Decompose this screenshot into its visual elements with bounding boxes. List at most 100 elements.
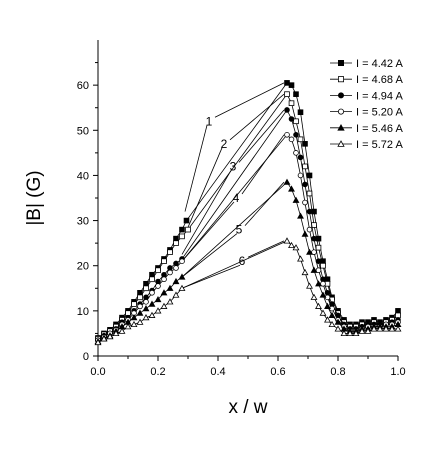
annotation-leader	[181, 264, 241, 289]
series-line	[97, 240, 398, 343]
data-point	[173, 240, 179, 246]
x-tick-label: 0.0	[90, 366, 105, 378]
data-point	[155, 283, 161, 289]
annotation-leader	[181, 170, 232, 255]
data-point	[324, 302, 331, 309]
data-point	[172, 277, 180, 285]
data-point	[292, 244, 300, 251]
data-point	[288, 82, 295, 88]
data-point	[301, 268, 309, 276]
data-point	[297, 136, 304, 143]
data-point	[288, 100, 295, 107]
data-point	[179, 258, 185, 265]
data-point	[306, 172, 313, 179]
x-tick-label: 0.6	[270, 366, 285, 378]
y-axis-label: |B| (G)	[24, 170, 45, 225]
data-point	[179, 233, 185, 240]
series-line	[97, 82, 399, 339]
annotation-leader	[229, 93, 285, 141]
x-tick-label: 1.0	[390, 366, 405, 378]
x-tick-label: 0.4	[210, 366, 225, 378]
data-point	[161, 271, 167, 278]
data-point	[395, 312, 401, 319]
data-point	[161, 276, 167, 283]
data-point	[293, 132, 299, 138]
data-point	[358, 327, 366, 334]
y-tick-label: 40	[77, 170, 89, 182]
legend-label: I = 5.20 A	[356, 107, 403, 119]
data-point	[324, 280, 331, 287]
data-point	[319, 309, 327, 316]
legend: I = 4.42 A I = 4.68 A I = 4.94 A I = 5.20 A…	[330, 58, 403, 151]
data-point	[297, 154, 304, 161]
data-point	[284, 80, 290, 86]
series-line	[97, 109, 399, 341]
data-point	[288, 136, 295, 143]
x-tick-label: 0.2	[150, 366, 165, 378]
data-point	[137, 294, 143, 301]
data-point	[293, 118, 299, 125]
data-point	[160, 302, 168, 309]
data-point	[106, 333, 114, 340]
data-point	[315, 267, 322, 274]
data-point	[178, 284, 186, 291]
legend-label: I = 5.72 A	[356, 139, 403, 151]
legend-entry: I = 5.72 A	[330, 139, 403, 151]
data-point	[143, 285, 149, 292]
y-tick-label: 10	[77, 306, 89, 318]
y-tick-label: 50	[77, 125, 89, 137]
legend-marker	[337, 123, 345, 131]
data-point	[395, 308, 401, 314]
data-point	[301, 230, 309, 237]
data-point	[302, 199, 308, 206]
data-point	[161, 258, 167, 264]
data-point	[283, 237, 291, 244]
annotation-label: 4	[233, 191, 240, 205]
data-point	[370, 325, 378, 332]
annotation-label: 3	[230, 159, 237, 173]
data-point	[284, 91, 290, 97]
legend-entry: I = 5.46 A	[330, 123, 403, 135]
data-point	[130, 320, 138, 328]
data-point	[324, 316, 331, 323]
data-point	[183, 217, 190, 224]
annotation-leader	[214, 82, 285, 118]
data-point	[137, 303, 143, 310]
data-point	[131, 301, 137, 307]
data-point	[173, 265, 179, 271]
data-point	[179, 226, 185, 233]
data-point	[315, 302, 322, 309]
data-point	[306, 208, 313, 215]
legend-marker	[337, 108, 344, 115]
legend-label: I = 4.68 A	[356, 74, 403, 86]
data-point	[334, 318, 342, 325]
data-point	[154, 307, 162, 314]
data-point	[288, 116, 295, 122]
data-point	[100, 335, 108, 342]
annotation-leader	[238, 109, 285, 163]
data-point	[173, 235, 179, 242]
data-point	[382, 325, 390, 332]
legend-label: I = 4.42 A	[356, 58, 403, 70]
data-point	[136, 318, 144, 325]
data-point	[142, 314, 150, 321]
data-point	[155, 278, 161, 285]
data-point	[130, 314, 138, 321]
legend-marker	[337, 140, 345, 147]
legend-entry: I = 5.20 A	[330, 107, 403, 119]
data-point	[320, 262, 326, 269]
data-point	[293, 150, 299, 156]
data-point	[167, 265, 173, 271]
y-tick-label: 30	[77, 216, 89, 228]
data-point	[297, 172, 304, 179]
data-point	[148, 300, 156, 307]
x-tick-label: 0.8	[330, 366, 345, 378]
data-point	[185, 226, 191, 233]
data-point	[292, 196, 300, 203]
series-5	[94, 178, 402, 345]
y-tick-label: 20	[77, 261, 89, 273]
series-4	[95, 132, 401, 344]
legend-entry: I = 4.42 A	[330, 58, 403, 70]
data-point	[297, 109, 304, 116]
